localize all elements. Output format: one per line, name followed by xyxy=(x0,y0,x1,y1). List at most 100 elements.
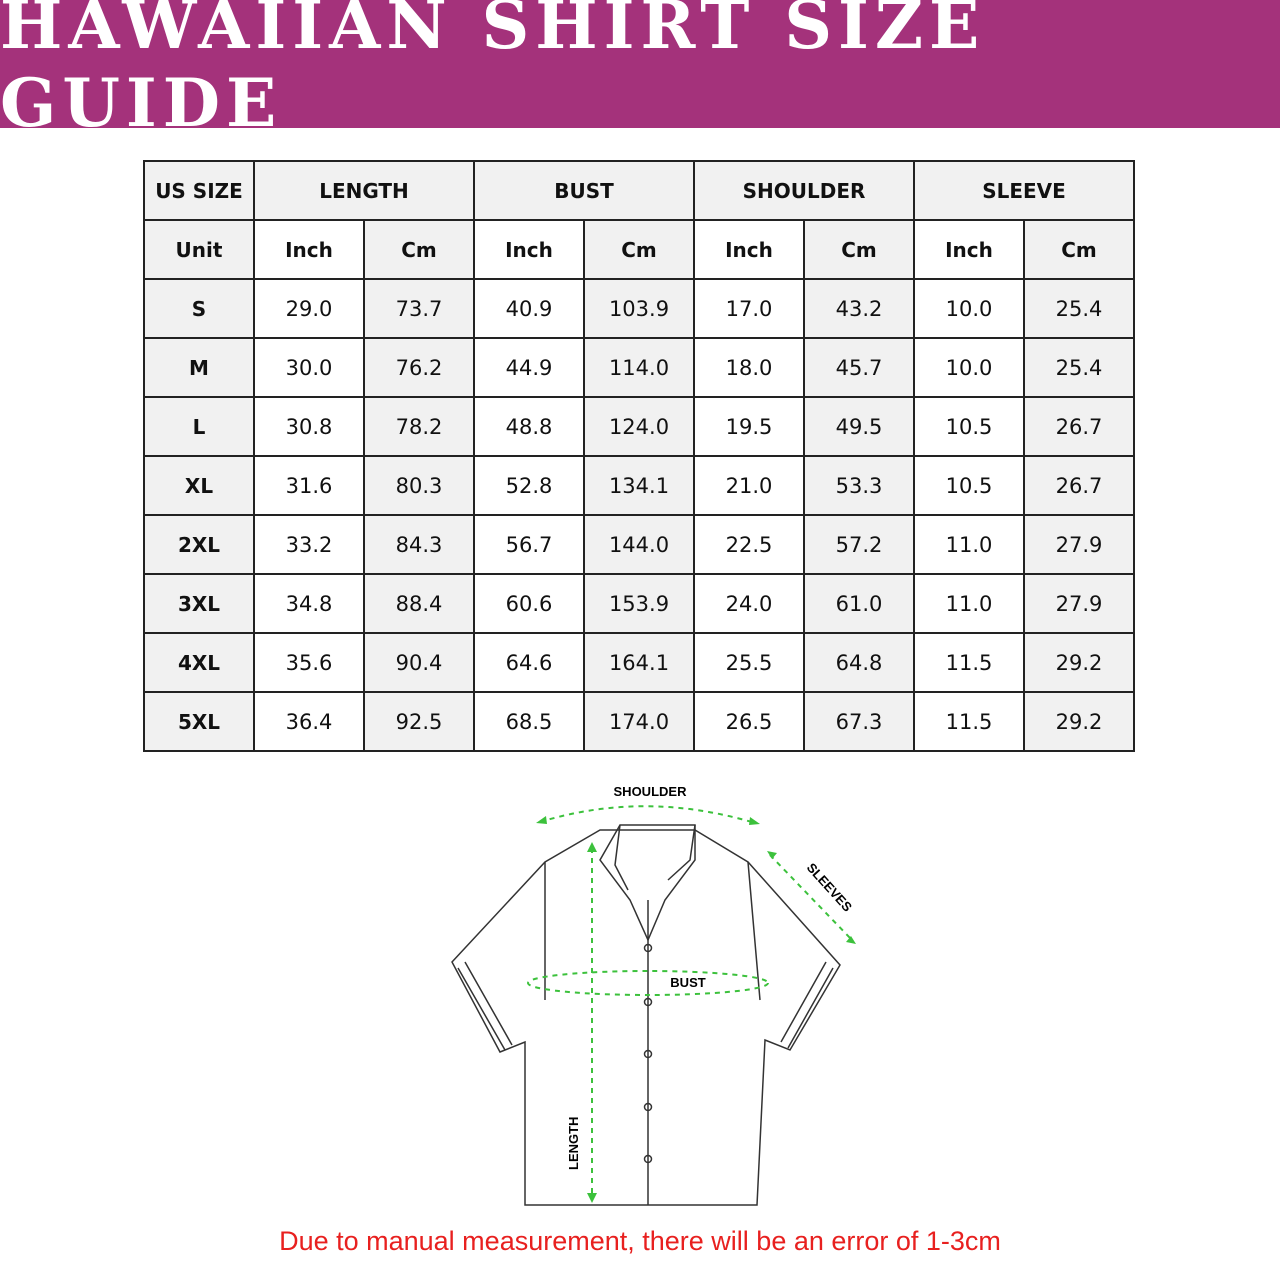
group-header-cell: LENGTH xyxy=(253,160,475,221)
value-cell: 29.0 xyxy=(253,278,365,339)
value-cell: 44.9 xyxy=(473,337,585,398)
value-cell: 27.9 xyxy=(1023,514,1135,575)
value-cell: 11.0 xyxy=(913,514,1025,575)
value-cell: 21.0 xyxy=(693,455,805,516)
group-header-cell: SHOULDER xyxy=(693,160,915,221)
value-cell: 153.9 xyxy=(583,573,695,634)
size-cell: 3XL xyxy=(143,573,255,634)
unit-header-cell: Inch xyxy=(473,219,585,280)
value-cell: 80.3 xyxy=(363,455,475,516)
value-cell: 40.9 xyxy=(473,278,585,339)
value-cell: 52.8 xyxy=(473,455,585,516)
page-title: HAWAIIAN SHIRT SIZE GUIDE xyxy=(0,0,986,142)
value-cell: 56.7 xyxy=(473,514,585,575)
bust-label: BUST xyxy=(670,975,705,990)
title-banner: HAWAIIAN SHIRT SIZE GUIDE xyxy=(0,0,1280,142)
value-cell: 45.7 xyxy=(803,337,915,398)
value-cell: 18.0 xyxy=(693,337,805,398)
unit-header-cell: Cm xyxy=(583,219,695,280)
shoulder-label: SHOULDER xyxy=(614,784,688,799)
value-cell: 11.5 xyxy=(913,632,1025,693)
group-header-cell: BUST xyxy=(473,160,695,221)
value-cell: 11.5 xyxy=(913,691,1025,752)
value-cell: 10.0 xyxy=(913,278,1025,339)
unit-header-cell: Inch xyxy=(253,219,365,280)
value-cell: 61.0 xyxy=(803,573,915,634)
value-cell: 30.0 xyxy=(253,337,365,398)
measurement-note: Due to manual measurement, there will be… xyxy=(279,1226,1001,1256)
size-cell: M xyxy=(143,337,255,398)
value-cell: 33.2 xyxy=(253,514,365,575)
size-cell: S xyxy=(143,278,255,339)
shirt-diagram: SHOULDER SLEEVES BUST LENGTH xyxy=(451,784,856,1206)
unit-header-cell: Inch xyxy=(913,219,1025,280)
value-cell: 76.2 xyxy=(363,337,475,398)
value-cell: 164.1 xyxy=(583,632,695,693)
value-cell: 11.0 xyxy=(913,573,1025,634)
value-cell: 88.4 xyxy=(363,573,475,634)
size-cell: L xyxy=(143,396,255,457)
unit-header-cell: Cm xyxy=(363,219,475,280)
value-cell: 17.0 xyxy=(693,278,805,339)
unit-header-cell: Cm xyxy=(1023,219,1135,280)
table-row: 5XL 36.4 92.5 68.5 174.0 26.5 67.3 11.5 29.2 xyxy=(143,691,1135,752)
value-cell: 144.0 xyxy=(583,514,695,575)
group-header-cell: SLEEVE xyxy=(913,160,1135,221)
value-cell: 10.5 xyxy=(913,396,1025,457)
value-cell: 34.8 xyxy=(253,573,365,634)
value-cell: 174.0 xyxy=(583,691,695,752)
table-row: 4XL 35.6 90.4 64.6 164.1 25.5 64.8 11.5 29.2 xyxy=(143,632,1135,693)
unit-header-row: Unit Inch Cm Inch Cm Inch Cm Inch Cm xyxy=(143,219,1135,280)
value-cell: 103.9 xyxy=(583,278,695,339)
value-cell: 64.8 xyxy=(803,632,915,693)
value-cell: 24.0 xyxy=(693,573,805,634)
value-cell: 25.5 xyxy=(693,632,805,693)
value-cell: 43.2 xyxy=(803,278,915,339)
value-cell: 60.6 xyxy=(473,573,585,634)
value-cell: 29.2 xyxy=(1023,691,1135,752)
value-cell: 26.5 xyxy=(693,691,805,752)
arrow-heads-icon xyxy=(536,816,856,1203)
size-cell: XL xyxy=(143,455,255,516)
unit-label-cell: Unit xyxy=(143,219,255,280)
value-cell: 73.7 xyxy=(363,278,475,339)
value-cell: 36.4 xyxy=(253,691,365,752)
table-row: 3XL 34.8 88.4 60.6 153.9 24.0 61.0 11.0 27.9 xyxy=(143,573,1135,634)
value-cell: 48.8 xyxy=(473,396,585,457)
value-cell: 68.5 xyxy=(473,691,585,752)
unit-header-cell: Inch xyxy=(693,219,805,280)
value-cell: 25.4 xyxy=(1023,278,1135,339)
unit-header-cell: Cm xyxy=(803,219,915,280)
value-cell: 114.0 xyxy=(583,337,695,398)
measure-lines xyxy=(527,805,853,1198)
table-row: S 29.0 73.7 40.9 103.9 17.0 43.2 10.0 25.4 xyxy=(143,278,1135,339)
value-cell: 35.6 xyxy=(253,632,365,693)
value-cell: 92.5 xyxy=(363,691,475,752)
value-cell: 84.3 xyxy=(363,514,475,575)
value-cell: 49.5 xyxy=(803,396,915,457)
size-cell: 2XL xyxy=(143,514,255,575)
value-cell: 31.6 xyxy=(253,455,365,516)
value-cell: 57.2 xyxy=(803,514,915,575)
value-cell: 22.5 xyxy=(693,514,805,575)
size-cell: 5XL xyxy=(143,691,255,752)
length-label: LENGTH xyxy=(566,1117,581,1170)
table-row: 2XL 33.2 84.3 56.7 144.0 22.5 57.2 11.0 27.9 xyxy=(143,514,1135,575)
value-cell: 67.3 xyxy=(803,691,915,752)
value-cell: 78.2 xyxy=(363,396,475,457)
shirt-outline xyxy=(451,824,841,1206)
size-header-cell: US SIZE xyxy=(143,160,255,221)
value-cell: 25.4 xyxy=(1023,337,1135,398)
value-cell: 64.6 xyxy=(473,632,585,693)
table-row: M 30.0 76.2 44.9 114.0 18.0 45.7 10.0 25.4 xyxy=(143,337,1135,398)
value-cell: 19.5 xyxy=(693,396,805,457)
value-cell: 90.4 xyxy=(363,632,475,693)
value-cell: 53.3 xyxy=(803,455,915,516)
value-cell: 26.7 xyxy=(1023,396,1135,457)
table-row: L 30.8 78.2 48.8 124.0 19.5 49.5 10.5 26.7 xyxy=(143,396,1135,457)
value-cell: 30.8 xyxy=(253,396,365,457)
value-cell: 10.5 xyxy=(913,455,1025,516)
group-header-row: US SIZE LENGTH BUST SHOULDER SLEEVE xyxy=(143,160,1135,221)
size-cell: 4XL xyxy=(143,632,255,693)
value-cell: 29.2 xyxy=(1023,632,1135,693)
